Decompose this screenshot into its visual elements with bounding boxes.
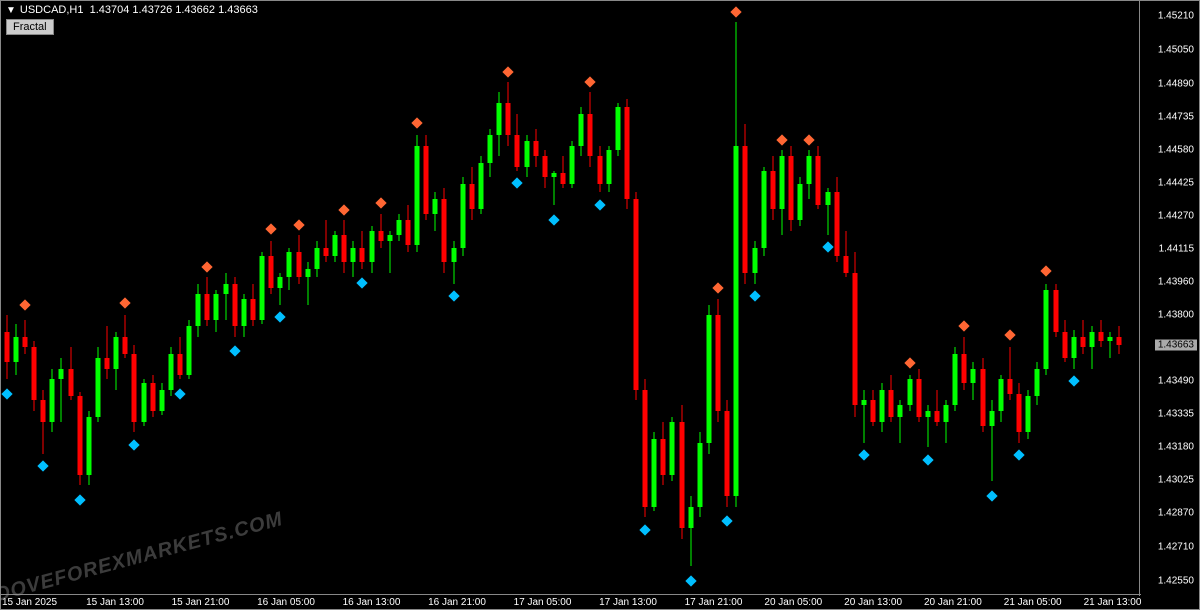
chart-header: ▼ USDCAD,H1 1.43704 1.43726 1.43662 1.43…: [6, 4, 258, 16]
indicator-box[interactable]: Fractal: [6, 19, 54, 35]
fractal-down-marker: [229, 346, 240, 357]
fractal-down-marker: [1013, 450, 1024, 461]
x-axis-label: 16 Jan 13:00: [343, 597, 401, 608]
y-axis-label: 1.44580: [1158, 144, 1194, 155]
y-axis-label: 1.42870: [1158, 508, 1194, 519]
x-axis: 15 Jan 202515 Jan 13:0015 Jan 21:0016 Ja…: [1, 594, 1141, 609]
fractal-up-marker: [266, 223, 277, 234]
fractal-up-marker: [120, 297, 131, 308]
x-axis-label: 16 Jan 05:00: [257, 597, 315, 608]
fractal-down-marker: [639, 524, 650, 535]
x-axis-label: 17 Jan 21:00: [685, 597, 743, 608]
fractal-down-marker: [822, 241, 833, 252]
fractal-up-marker: [1004, 329, 1015, 340]
x-axis-label: 20 Jan 05:00: [764, 597, 822, 608]
fractal-down-marker: [858, 450, 869, 461]
y-axis-label: 1.43335: [1158, 409, 1194, 420]
x-axis-label: 17 Jan 13:00: [599, 597, 657, 608]
fractal-up-marker: [503, 66, 514, 77]
fractal-down-marker: [722, 515, 733, 526]
y-axis-label: 1.43180: [1158, 442, 1194, 453]
fractal-up-marker: [375, 198, 386, 209]
x-axis-label: 15 Jan 21:00: [172, 597, 230, 608]
fractal-down-marker: [1, 388, 12, 399]
fractal-up-marker: [202, 261, 213, 272]
chart-area[interactable]: [1, 1, 1141, 596]
y-axis-label: 1.44270: [1158, 210, 1194, 221]
fractal-up-marker: [411, 117, 422, 128]
fractal-down-marker: [448, 290, 459, 301]
fractal-up-marker: [731, 6, 742, 17]
fractal-up-marker: [293, 219, 304, 230]
fractal-down-marker: [174, 388, 185, 399]
y-axis-label: 1.43025: [1158, 475, 1194, 486]
current-price-marker: 1.43663: [1155, 339, 1197, 350]
y-axis-label: 1.44115: [1159, 243, 1194, 254]
y-axis-label: 1.45210: [1158, 11, 1194, 22]
fractal-down-marker: [749, 290, 760, 301]
y-axis-label: 1.43960: [1158, 276, 1194, 287]
fractal-down-marker: [922, 454, 933, 465]
y-axis-label: 1.43490: [1158, 376, 1194, 387]
x-axis-label: 17 Jan 05:00: [514, 597, 572, 608]
fractal-down-marker: [594, 199, 605, 210]
fractal-down-marker: [685, 575, 696, 586]
y-axis-label: 1.44735: [1158, 111, 1194, 122]
fractal-down-marker: [986, 490, 997, 501]
fractal-up-marker: [19, 300, 30, 311]
symbol-info: USDCAD,H1 1.43704 1.43726 1.43662 1.4366…: [20, 4, 258, 16]
x-axis-label: 16 Jan 21:00: [428, 597, 486, 608]
chart-container: ▼ USDCAD,H1 1.43704 1.43726 1.43662 1.43…: [0, 0, 1200, 610]
fractal-down-marker: [129, 439, 140, 450]
fractal-down-marker: [357, 278, 368, 289]
fractal-up-marker: [712, 283, 723, 294]
fractal-up-marker: [904, 357, 915, 368]
fractal-down-marker: [548, 214, 559, 225]
y-axis-label: 1.42710: [1158, 542, 1194, 553]
y-axis-label: 1.43800: [1158, 310, 1194, 321]
x-axis-label: 15 Jan 13:00: [86, 597, 144, 608]
fractal-up-marker: [338, 204, 349, 215]
fractal-down-marker: [275, 312, 286, 323]
fractal-down-marker: [38, 460, 49, 471]
y-axis: 1.45210 1.45050 1.44890 1.44735 1.44580 1.444…: [1139, 1, 1199, 596]
y-axis-label: 1.44425: [1158, 177, 1194, 188]
fractal-up-marker: [585, 77, 596, 88]
x-axis-label: 20 Jan 21:00: [924, 597, 982, 608]
y-axis-label: 1.44890: [1158, 78, 1194, 89]
fractal-up-marker: [1041, 266, 1052, 277]
fractal-up-marker: [804, 134, 815, 145]
fractal-down-marker: [1068, 375, 1079, 386]
fractal-down-marker: [74, 494, 85, 505]
fractal-down-marker: [512, 178, 523, 189]
fractal-up-marker: [776, 134, 787, 145]
dropdown-icon[interactable]: ▼: [6, 5, 16, 16]
y-axis-label: 1.42550: [1158, 576, 1194, 587]
fractal-up-marker: [959, 321, 970, 332]
x-axis-label: 21 Jan 13:00: [1084, 597, 1142, 608]
y-axis-label: 1.45050: [1158, 44, 1194, 55]
x-axis-label: 20 Jan 13:00: [844, 597, 902, 608]
x-axis-label: 21 Jan 05:00: [1004, 597, 1062, 608]
